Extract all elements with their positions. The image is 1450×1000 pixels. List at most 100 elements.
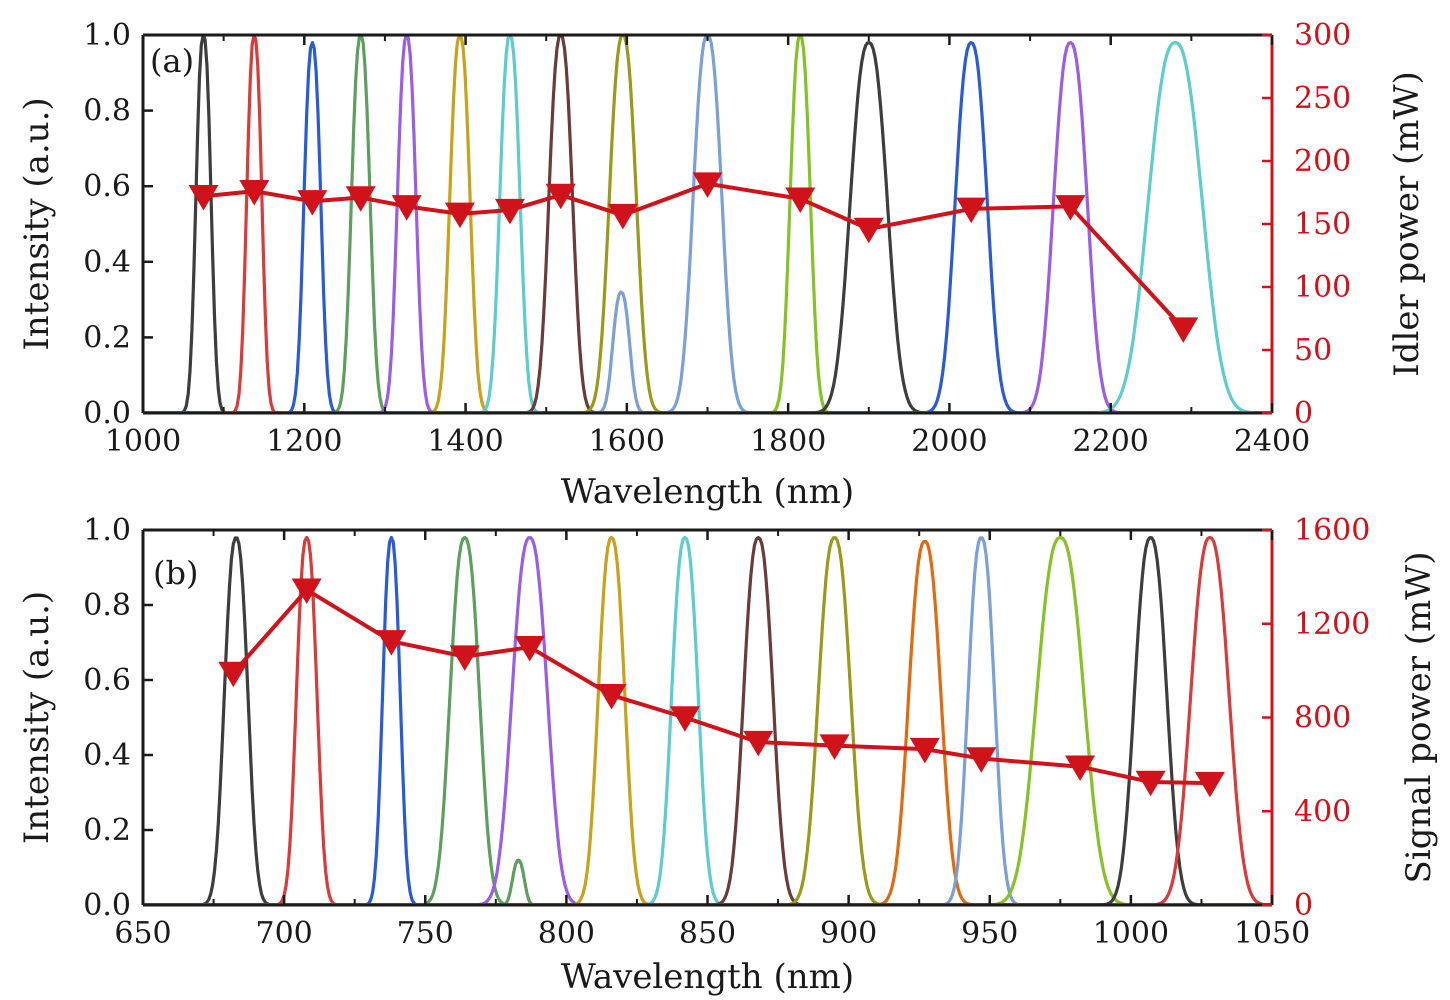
panel-a-spectrum-5 <box>143 35 1272 413</box>
panel-b-power-marker-8 <box>743 730 774 757</box>
panel-a-x-tick-label: 1600 <box>589 424 665 459</box>
panel-a-y-axis-title: Intensity (a.u.) <box>17 97 57 350</box>
panel-a-power-marker-10 <box>692 172 723 198</box>
panel-a-power-marker-3 <box>297 190 328 216</box>
panel-b-spectra-and-signal-power: 650 700 750 800 850 900 950 1000 1050 0.0 0.2 0.4 0.… <box>17 513 1439 997</box>
panel-a-x-tick-label: 1000 <box>105 424 181 459</box>
panel-a-y2-tick-label: 0 <box>1294 396 1313 431</box>
panel-b-y2-tick-label: 0 <box>1294 888 1313 923</box>
panel-a-spectrum-3 <box>143 40 1272 413</box>
panel-a-spectrum-15 <box>143 40 1272 413</box>
panel-b-power-marker-11 <box>966 747 997 773</box>
panel-a-y2-tick-label: 300 <box>1294 18 1351 53</box>
panel-b-power-line <box>231 587 1210 786</box>
panel-a-spectrum-7 <box>143 35 1272 413</box>
panel-b-x-axis-title: Wavelength (nm) <box>561 957 854 997</box>
panel-a-power-marker-5 <box>391 195 422 221</box>
panel-a-y-tick-label: 0.4 <box>83 245 131 280</box>
panel-b-power-marker-3 <box>376 630 407 656</box>
panel-b-y2-tick-label: 1600 <box>1294 513 1370 548</box>
panel-a-power-marker-8 <box>545 183 576 210</box>
panel-b-x-tick-label: 800 <box>538 916 595 951</box>
panel-a-power-marker-12 <box>853 217 884 244</box>
panel-b-label: (b) <box>153 554 198 592</box>
panel-b-x-tick-label: 950 <box>961 916 1018 951</box>
panel-a-y-tick-label: 0.0 <box>83 396 131 431</box>
panel-b-y-tick-label: 0.2 <box>83 813 131 848</box>
panel-b-power-marker-6 <box>596 683 627 710</box>
panel-a-spectrum-1 <box>143 35 1272 413</box>
panel-b-y-tick-label: 1.0 <box>83 513 131 548</box>
panel-a-spectrum-11 <box>143 35 1272 413</box>
panel-b-y-tick-label: 0.0 <box>83 888 131 923</box>
panel-b-y-tick-label: 0.8 <box>83 588 131 623</box>
panel-a-spectrum-14 <box>143 40 1272 413</box>
panel-b-power-marker-14 <box>1194 771 1225 798</box>
panel-b-x-tick-label: 850 <box>679 916 736 951</box>
panel-a-spectrum-13 <box>143 40 1272 413</box>
panel-a-x-axis-title: Wavelength (nm) <box>561 472 854 512</box>
panel-a-spectrum-10 <box>143 290 1272 413</box>
panel-a-y2-tick-label: 100 <box>1294 270 1351 305</box>
panel-a-spectra-and-idler-power: 1000 1200 1400 1600 1800 2000 2200 24000.00.20.… <box>17 18 1427 512</box>
panel-b-spectra <box>143 535 1272 905</box>
panel-a-x-tick-label: 1400 <box>427 424 503 459</box>
panel-b-power-marker-5 <box>514 635 545 662</box>
panel-b-y-tick-label: 0.6 <box>83 663 131 698</box>
panel-a-y2-axis-title: Idler power (mW) <box>1387 71 1427 377</box>
panel-a-x-tick-label: 1200 <box>266 424 342 459</box>
panel-b-power-marker-4 <box>449 645 480 671</box>
panel-b-power-marker-13 <box>1135 770 1166 797</box>
panel-a-spectrum-6 <box>143 35 1272 413</box>
panel-b-y-axis-title: Intensity (a.u.) <box>17 591 57 844</box>
panel-a-spectrum-2 <box>143 35 1272 413</box>
panel-b-x-tick-label: 1000 <box>1093 916 1169 951</box>
panel-b-power-marker-10 <box>909 737 940 764</box>
panel-a-x-tick-label: 2400 <box>1234 424 1310 459</box>
panel-b-x-tick-label: 700 <box>255 916 312 951</box>
panel-b-power-marker-1 <box>218 661 249 688</box>
panel-a-y-tick-label: 0.2 <box>83 320 131 355</box>
panel-a-y-tick-label: 0.8 <box>83 94 131 129</box>
panel-a-label: (a) <box>150 42 194 80</box>
panel-b-x-tick-label: 1050 <box>1234 916 1310 951</box>
panel-b-spectrum-2 <box>143 535 1272 905</box>
panel-b-x-tick-label: 750 <box>397 916 454 951</box>
panel-a-spectra <box>143 35 1272 413</box>
panel-b-y2-axis-title: Signal power (mW) <box>1399 551 1439 883</box>
panel-a-x-tick-label: 2200 <box>1073 424 1149 459</box>
panel-b-y2-tick-label: 400 <box>1294 794 1351 829</box>
panel-a-spectrum-4 <box>143 35 1272 413</box>
panel-b-x-tick-label: 650 <box>114 916 171 951</box>
panel-b-power-marker-9 <box>819 734 850 760</box>
panel-a-y2-tick-label: 150 <box>1294 207 1351 242</box>
panel-a-power-marker-6 <box>444 202 475 229</box>
panel-a-spectrum-8 <box>143 35 1272 413</box>
panel-a-x-tick-label: 2000 <box>911 424 987 459</box>
panel-b-y-tick-label: 0.4 <box>83 738 131 773</box>
panel-b-power-marker-12 <box>1065 755 1096 781</box>
panel-a-spectrum-9 <box>143 35 1272 413</box>
panel-a-power-marker-14 <box>1055 195 1086 221</box>
panel-b-x-tick-label: 900 <box>820 916 877 951</box>
panel-a-power-marker-2 <box>239 179 270 206</box>
panel-a-y-tick-label: 0.6 <box>83 169 131 204</box>
panel-b-power-marker-7 <box>669 706 700 732</box>
panel-a-y2-tick-label: 50 <box>1294 333 1332 368</box>
panel-b-y2-tick-label: 800 <box>1294 701 1351 736</box>
panel-a-spectrum-16 <box>143 40 1272 413</box>
panel-a-power-marker-1 <box>188 185 219 211</box>
panel-a-power-marker-7 <box>494 198 525 225</box>
panel-b-y2-tick-label: 1200 <box>1294 607 1370 642</box>
panel-a-spectrum-12 <box>143 35 1272 413</box>
panel-a-y2-tick-label: 250 <box>1294 81 1351 116</box>
panel-a-power-marker-9 <box>607 203 638 230</box>
panel-b-power-marker-2 <box>291 578 322 605</box>
panel-a-x-tick-label: 1800 <box>750 424 826 459</box>
panel-b-spectrum-13 <box>143 535 1272 905</box>
panel-a-y-tick-label: 1.0 <box>83 18 131 53</box>
panel-a-y2-tick-label: 200 <box>1294 144 1351 179</box>
panel-a-power-marker-4 <box>345 186 376 212</box>
panel-b-spectrum-8 <box>143 535 1272 905</box>
